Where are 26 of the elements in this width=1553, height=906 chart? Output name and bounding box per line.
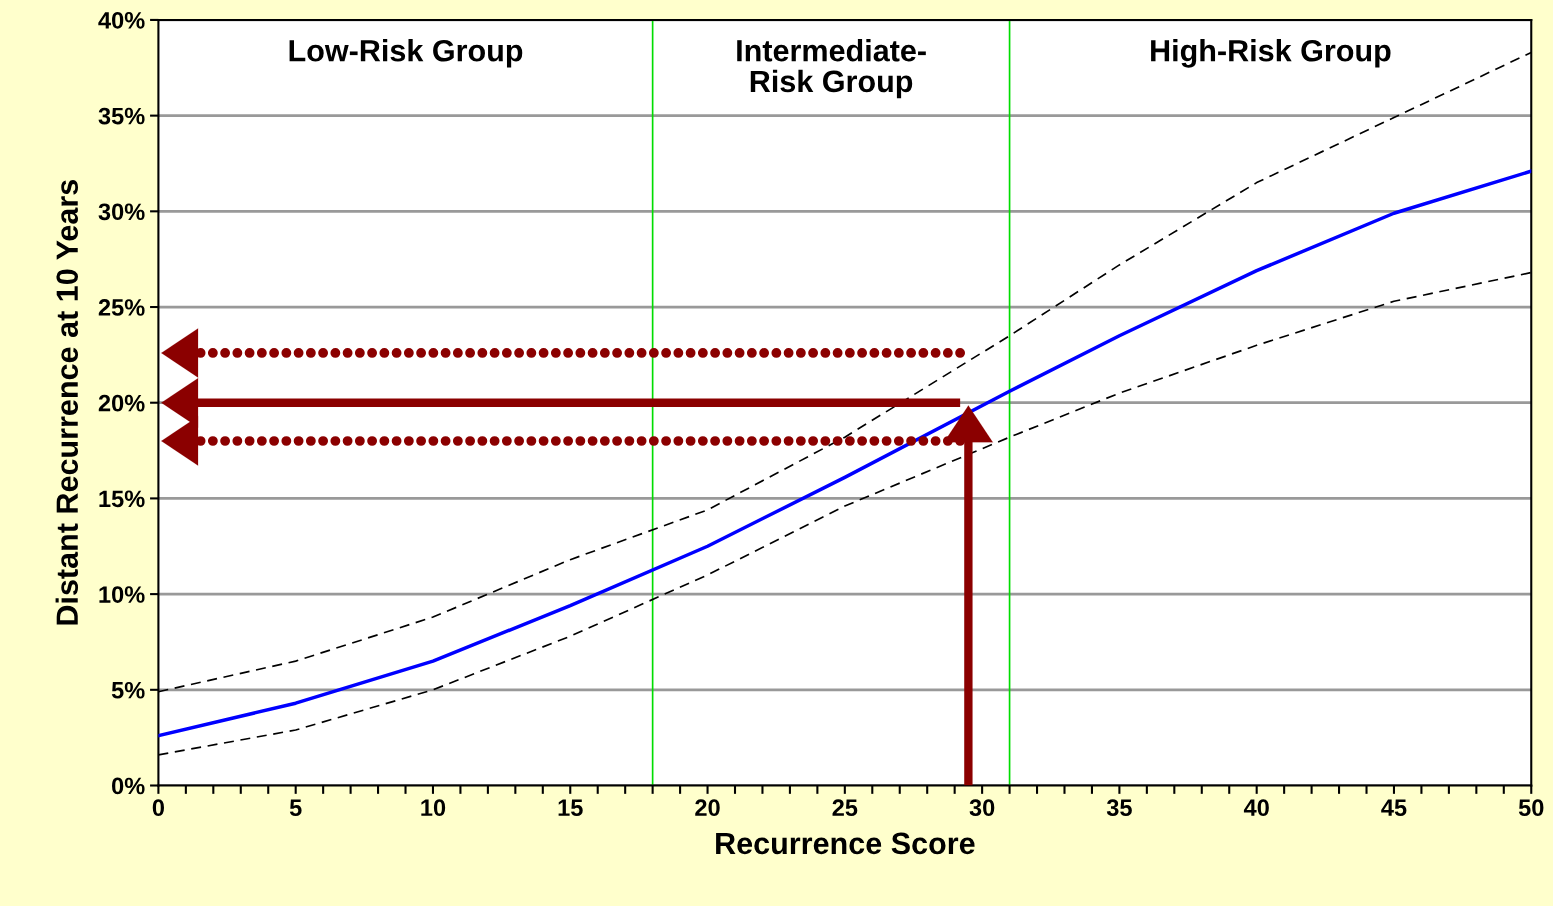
x-tick-label: 30 [969, 799, 995, 817]
y-tick-label: 20% [98, 394, 145, 412]
x-tick-label: 45 [1381, 799, 1407, 817]
y-tick-label: 10% [99, 586, 145, 603]
y-tick-label: 30% [98, 203, 145, 221]
x-tick-label: 35 [1106, 799, 1132, 817]
line-series [158, 169, 1532, 738]
y-tick-label: 15% [99, 490, 145, 508]
x-tick-label: 0 [152, 799, 164, 817]
x-tick-label: 25 [832, 799, 858, 817]
x-tick-label: 40 [1243, 799, 1269, 817]
y-tick-label: 25% [98, 299, 145, 316]
x-tick-label: 5 [289, 799, 302, 817]
y-tick-label: 40% [98, 12, 145, 29]
y-tick-label: 0% [112, 777, 145, 795]
x-tick-label: 10 [421, 799, 446, 817]
y-tick-label: 5% [111, 681, 145, 699]
x-tick-label: 20 [695, 799, 720, 817]
y-tick-label: 35% [98, 107, 145, 125]
x-tick-label: 15 [558, 799, 583, 817]
annotation: Intermediate- Risk Group [737, 39, 926, 99]
annotation: High-Risk Group [1151, 39, 1391, 68]
x-axis-title: Recurrence Score [716, 832, 975, 855]
y-axis-title: Distant Recurrence at 10 Years [55, 180, 79, 625]
annotation: Low-Risk Group [289, 39, 523, 68]
x-tick-label: 50 [1518, 799, 1544, 817]
